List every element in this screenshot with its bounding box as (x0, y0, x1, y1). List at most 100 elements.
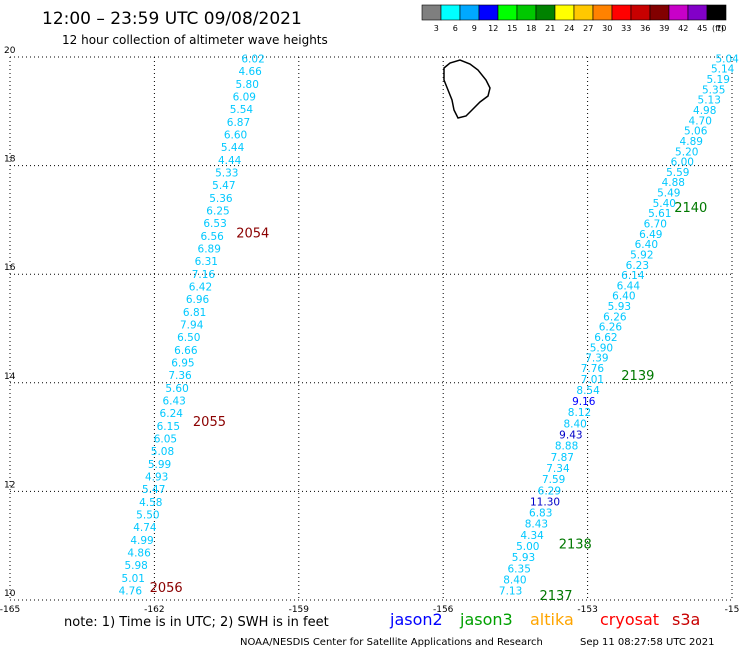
x-tick-label: -15 (725, 605, 740, 615)
colorbar-swatch (554, 4, 575, 21)
colorbar-swatch (573, 4, 594, 21)
footer-note: note: 1) Time is in UTC; 2) SWH is in fe… (64, 615, 329, 630)
colorbar-swatch (706, 4, 727, 21)
swh-value: 4.98 (693, 105, 716, 117)
swh-value: 9.16 (572, 396, 596, 408)
swh-value: 4.93 (145, 472, 168, 484)
swh-value: 6.89 (198, 243, 221, 255)
swh-value: 6.14 (621, 270, 645, 282)
pass-label: 2054 (236, 226, 269, 241)
swh-value: 7.87 (551, 452, 574, 464)
swh-value: 4.99 (130, 535, 153, 547)
swh-value: 5.50 (136, 510, 159, 522)
swh-value: 6.42 (189, 281, 212, 293)
x-tick-label: -162 (144, 605, 164, 615)
swh-value: 4.70 (689, 115, 712, 127)
swh-value: 8.40 (503, 574, 526, 586)
swh-value: 4.58 (139, 497, 162, 509)
swh-value: 6.62 (594, 332, 617, 344)
y-tick-label: 16 (4, 263, 16, 273)
swh-value: 4.88 (662, 177, 685, 189)
swh-value: 6.26 (599, 322, 623, 334)
swh-value: 7.76 (581, 363, 605, 375)
colorbar-swatch (687, 4, 708, 21)
colorbar-swatch (668, 4, 689, 21)
colorbar-label: 21 (545, 24, 555, 33)
swh-value: 6.66 (174, 345, 198, 357)
satellite-name: jason3 (459, 610, 513, 629)
swh-value: 5.14 (711, 64, 735, 76)
swh-value: 5.93 (512, 552, 535, 564)
swh-value: 5.98 (124, 560, 147, 572)
swh-value: 6.40 (612, 291, 635, 303)
swh-value: 6.49 (639, 229, 662, 241)
swh-value: 5.00 (516, 541, 539, 553)
swh-value: 5.40 (653, 198, 676, 210)
swh-value: 4.86 (127, 548, 151, 560)
swh-value: 6.53 (203, 218, 226, 230)
swh-value: 6.24 (160, 408, 184, 420)
swh-value: 6.70 (644, 219, 667, 231)
colorbar-swatch (516, 4, 537, 21)
swh-value: 6.02 (241, 53, 264, 65)
pass-labels: 2054 2055 2056 2140 2139 2138 2137 (150, 201, 708, 604)
satellite-name: cryosat (600, 610, 659, 629)
swh-value: 6.40 (635, 239, 658, 251)
swh-value: 4.44 (218, 155, 242, 167)
colorbar-label: 70 (716, 24, 726, 33)
island-outline (443, 59, 491, 119)
pass-label: 2140 (674, 201, 707, 216)
swh-value: 6.96 (186, 294, 210, 306)
swh-value: 5.90 (590, 342, 613, 354)
swh-value: 6.81 (183, 307, 206, 319)
satellite-name: altika (530, 610, 574, 629)
swh-value: 6.44 (617, 280, 641, 292)
x-tick-label: -153 (577, 605, 597, 615)
colorbar-label: 36 (640, 24, 650, 33)
pass-label: 2055 (193, 415, 226, 430)
swh-value: 6.25 (206, 205, 229, 217)
swh-value: 5.47 (212, 180, 235, 192)
x-tick-label: -159 (289, 605, 310, 615)
swh-value: 6.15 (157, 421, 180, 433)
swh-value: 5.33 (215, 167, 238, 179)
wave-height-tracks: 6.024.665.806.095.546.876.605.444.445.33… (119, 53, 740, 597)
satellite-name: s3a (672, 610, 700, 629)
swh-value: 5.01 (122, 573, 145, 585)
colorbar-swatch (440, 4, 461, 21)
satellite-legend: jason2 jason3 altika cryosat s3a (389, 610, 700, 629)
swh-value: 4.74 (133, 522, 157, 534)
pass-label: 2139 (621, 369, 654, 384)
swh-value: 5.06 (684, 126, 708, 138)
colorbar-label: 12 (488, 24, 498, 33)
swh-value: 6.29 (538, 485, 561, 497)
colorbar-swatch (592, 4, 613, 21)
swh-value: 6.31 (195, 256, 218, 268)
swh-value: 4.89 (680, 136, 703, 148)
colorbar-swatch (535, 4, 556, 21)
swh-value: 7.36 (168, 370, 192, 382)
swh-value: 6.00 (671, 157, 694, 169)
swh-value: 6.43 (162, 396, 185, 408)
colorbar-label: 6 (453, 24, 458, 33)
pass-label: 2138 (559, 537, 592, 552)
swh-value: 8.12 (568, 407, 591, 419)
x-tick-label: -156 (433, 605, 454, 615)
swh-value: 5.04 (715, 53, 739, 65)
swh-value: 5.13 (698, 95, 721, 107)
swh-value: 5.93 (608, 301, 631, 313)
swh-value: 6.26 (603, 311, 627, 323)
colorbar-label: 30 (602, 24, 612, 33)
y-tick-label: 20 (4, 46, 16, 56)
colorbar-label: 24 (564, 24, 574, 33)
y-tick-label: 10 (4, 589, 16, 599)
swh-value: 7.59 (542, 474, 565, 486)
swh-value: 11.30 (530, 496, 560, 508)
colorbar: 3 6 9 12 15 18 21 24 27 30 33 36 39 42 45 70(ft) (421, 4, 727, 33)
colorbar-label: 9 (472, 24, 477, 33)
axis-labels: -165 -162 -159 -156 -153 -15 10 12 14 16 18 20 (0, 46, 739, 615)
swh-value: 7.01 (581, 374, 604, 386)
swh-value: 6.87 (227, 117, 250, 129)
swh-value: 5.20 (675, 146, 698, 158)
